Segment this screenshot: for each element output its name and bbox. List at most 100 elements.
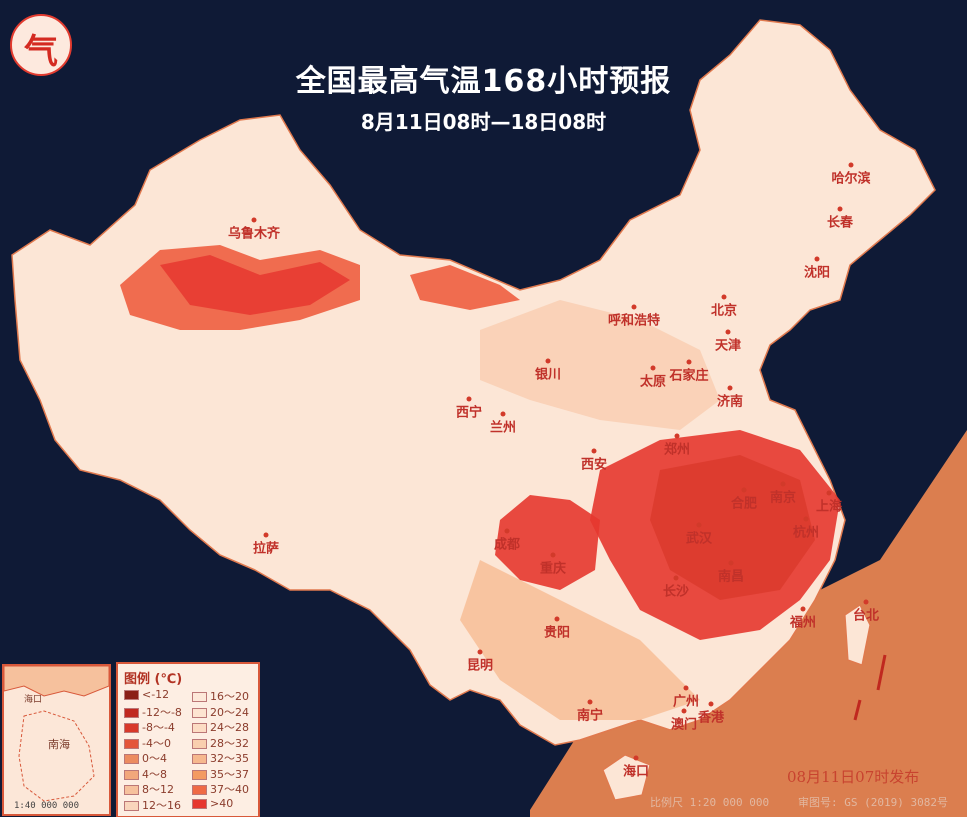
logo-glyph: 气	[24, 32, 58, 72]
city-dot	[837, 206, 843, 212]
legend-swatch	[192, 754, 207, 764]
legend-swatch	[124, 707, 139, 718]
legend-swatch	[124, 738, 139, 749]
inset-label: 南海	[48, 738, 70, 751]
city-dot	[477, 649, 483, 655]
city-dot	[587, 699, 593, 705]
legend-swatch	[192, 707, 207, 718]
city-label: 南京	[769, 490, 797, 506]
legend-item: 35～37	[192, 766, 249, 782]
legend-item: 12～16	[124, 797, 181, 813]
city-label: 广州	[672, 694, 700, 710]
city-label: 杭州	[792, 525, 820, 541]
city-dot	[674, 433, 680, 439]
legend-swatch	[192, 785, 207, 795]
city-label: 银川	[534, 367, 562, 383]
legend-label: 28～32	[210, 736, 249, 750]
city-label: 西宁	[455, 405, 483, 421]
city-label: 贵阳	[543, 625, 571, 641]
city-dot	[545, 358, 551, 364]
city-dot	[848, 162, 854, 168]
city-label: 哈尔滨	[831, 171, 871, 187]
south-china-sea-inset: 海口 南海 1:40 000 000	[2, 664, 111, 816]
city-label: 昆明	[466, 658, 494, 674]
legend-label: -12～-8	[142, 705, 182, 719]
city-label: 澳门	[670, 717, 698, 733]
city-dot	[683, 685, 689, 691]
city-label: 呼和浩特	[607, 313, 661, 329]
city-label: 成都	[493, 537, 521, 553]
legend-swatch	[192, 738, 207, 749]
city-label: 福州	[789, 615, 817, 631]
city-dot	[721, 294, 727, 300]
city-dot	[466, 396, 472, 402]
city-label: 西安	[580, 457, 608, 473]
city-dot	[826, 490, 832, 496]
map-title: 全国最高气温168小时预报	[295, 64, 672, 99]
inset-graphic	[4, 666, 109, 802]
city-label: 石家庄	[669, 368, 709, 384]
legend-label: 4～8	[142, 767, 167, 781]
inset-scale: 1:40 000 000	[14, 801, 80, 811]
legend-label: -8～-4	[142, 721, 175, 734]
inset-label: 海口	[24, 695, 43, 705]
warm-zone-north	[480, 300, 720, 430]
map-subtitle: 8月11日08时—18日08时	[360, 110, 607, 134]
warm-zone-south	[460, 560, 700, 720]
legend-item: 20～24	[192, 704, 249, 720]
city-dot	[725, 329, 731, 335]
city-label: 兰州	[489, 420, 517, 436]
temperature-legend: 图例 (℃) <-12 -12～-8 -8～-4 -4～0 0～4 4～8 8～12 12～1…	[116, 662, 260, 817]
sea-mark	[853, 699, 862, 721]
legend-label: 24～28	[210, 721, 249, 734]
legend-swatch	[124, 723, 139, 733]
legend-label: >40	[210, 796, 234, 810]
legend-item: 28～32	[192, 735, 249, 751]
legend-swatch	[192, 692, 207, 702]
city-dot	[686, 359, 692, 365]
city-dot	[780, 481, 786, 487]
legend-label: 0～4	[142, 752, 167, 765]
city-label: 郑州	[663, 442, 691, 458]
city-label: 拉萨	[252, 541, 280, 557]
city-dot	[800, 606, 806, 612]
issued-time: 08月11日07时发布	[787, 768, 920, 786]
legend-label: 8～12	[142, 783, 174, 796]
legend-item: 37～40	[192, 781, 249, 797]
city-label: 太原	[639, 374, 667, 390]
legend-label: 37～40	[210, 783, 249, 796]
legend-item: 16～20	[192, 688, 249, 704]
hot-zone-east-core	[650, 455, 815, 600]
legend-item: >40	[192, 797, 233, 810]
city-dot	[708, 701, 714, 707]
city-label: 台北	[852, 608, 880, 624]
city-label: 香港	[697, 710, 725, 726]
hainan-island	[602, 754, 651, 801]
city-label: 武汉	[685, 531, 713, 547]
legend-item: 24～28	[192, 719, 249, 735]
city-label: 海口	[622, 764, 650, 780]
city-dot	[727, 385, 733, 391]
city-label: 上海	[815, 499, 843, 515]
city-label: 北京	[710, 303, 738, 319]
city-dot	[814, 256, 820, 262]
city-label: 合肥	[730, 496, 758, 512]
city-dot	[673, 575, 679, 581]
city-dot	[500, 411, 506, 417]
city-dot	[631, 304, 637, 310]
logo-icon: 气	[10, 14, 72, 76]
legend-label: <-12	[142, 688, 170, 701]
legend-item: 0～4	[124, 750, 167, 766]
city-label: 沈阳	[803, 265, 831, 281]
city-dot	[803, 516, 809, 522]
inset-coast	[4, 666, 109, 697]
legend-swatch	[124, 690, 139, 700]
map-scale: 比例尺 1:20 000 000	[650, 796, 770, 809]
hot-zone-gansu	[410, 265, 520, 310]
review-number: 审图号: GS (2019) 3082号	[798, 796, 948, 809]
city-dot	[728, 560, 734, 566]
city-label: 长沙	[662, 584, 690, 600]
city-dot	[550, 552, 556, 558]
legend-swatch	[124, 785, 139, 795]
